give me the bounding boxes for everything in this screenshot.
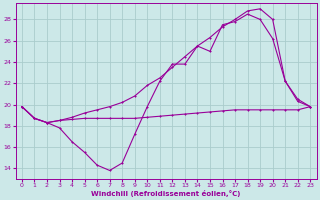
- X-axis label: Windchill (Refroidissement éolien,°C): Windchill (Refroidissement éolien,°C): [92, 190, 241, 197]
